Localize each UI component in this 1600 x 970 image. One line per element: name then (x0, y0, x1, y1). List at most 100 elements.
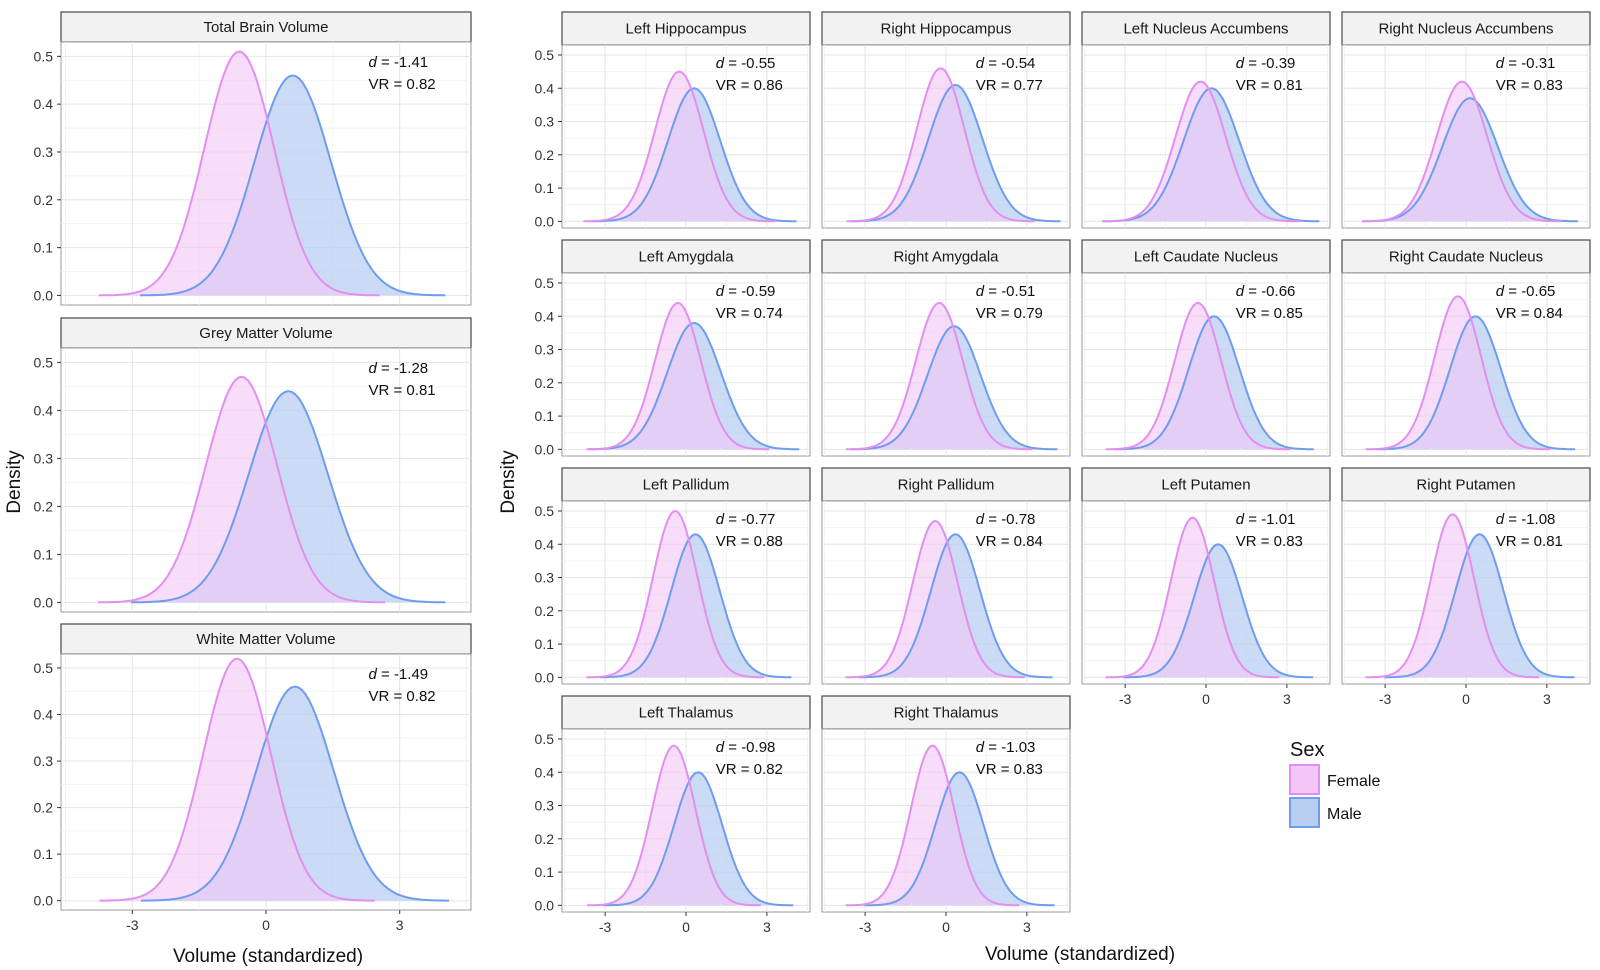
x-tick-label: 0 (1462, 691, 1470, 707)
female-density-fill-right-nucleus-accumbens (1362, 81, 1562, 222)
cohens-d-grey-matter-volume: d = -1.28 (369, 360, 429, 377)
facet-left-thalamus: Left Thalamus d = -0.98 VR = 0.82 0.0 0.1 0.2… (535, 695, 811, 935)
female-density-line-right-nucleus-accumbens (1362, 80, 1562, 223)
cohens-d-left-caudate-nucleus: d = -0.66 (1236, 283, 1296, 300)
facet-left-nucleus-accumbens: Left Nucleus Accumbens d = -0.39 VR = 0.81 (1081, 11, 1331, 229)
y-tick-label: 0.0 (535, 441, 555, 457)
legend-key-male (1289, 797, 1320, 828)
female-density-line-white-matter-volume (99, 657, 375, 902)
male-density-line-left-caudate-nucleus (1114, 315, 1314, 451)
strip-label-right-putamen: Right Putamen (1416, 477, 1515, 494)
y-tick-label: 0.1 (535, 636, 555, 652)
female-density-fill-left-amygdala (586, 302, 770, 450)
y-tick-label: 0.3 (34, 450, 54, 466)
cohens-d-right-hippocampus: d = -0.54 (976, 55, 1036, 72)
cohens-d-left-amygdala: d = -0.59 (716, 283, 776, 300)
strip-left-caudate-nucleus (1081, 239, 1331, 274)
cohens-d-right-amygdala: d = -0.51 (976, 283, 1036, 300)
y-tick-label: 0.1 (535, 180, 555, 196)
y-tick-label: 0.5 (535, 47, 555, 63)
cohens-d-left-nucleus-accumbens: d = -0.39 (1236, 55, 1296, 72)
strip-white-matter-volume (60, 623, 472, 655)
y-tick-label: 0.4 (535, 764, 555, 780)
female-density-line-left-amygdala (586, 301, 770, 451)
female-density-line-left-hippocampus (583, 70, 776, 223)
cohens-d-left-thalamus: d = -0.98 (716, 739, 776, 756)
y-axis-title-right: Density (498, 450, 519, 514)
x-axis-title-left: Volume (standardized) (173, 946, 363, 967)
variance-ratio-left-caudate-nucleus: VR = 0.85 (1236, 305, 1303, 322)
x-tick-label: 0 (682, 919, 690, 935)
female-density-line-left-thalamus (587, 744, 761, 907)
variance-ratio-left-putamen: VR = 0.83 (1236, 533, 1303, 550)
x-tick-label: 3 (1023, 919, 1031, 935)
x-tick-label: 3 (1283, 691, 1291, 707)
female-density-fill-right-pallidum (845, 521, 1025, 678)
female-density-fill-left-nucleus-accumbens (1101, 81, 1300, 222)
strip-label-total-brain-volume: Total Brain Volume (203, 19, 328, 36)
variance-ratio-right-caudate-nucleus: VR = 0.84 (1496, 305, 1563, 322)
cohens-d-right-caudate-nucleus: d = -0.65 (1496, 283, 1556, 300)
facet-left-pallidum: Left Pallidum d = -0.77 VR = 0.88 0.0 0.1 0.2… (535, 467, 811, 685)
y-tick-label: 0.0 (535, 669, 555, 685)
y-tick-label: 0.3 (535, 570, 555, 586)
variance-ratio-right-putamen: VR = 0.81 (1496, 533, 1563, 550)
strip-label-left-pallidum: Left Pallidum (643, 477, 730, 494)
variance-ratio-white-matter-volume: VR = 0.82 (369, 688, 436, 705)
y-tick-label: 0.4 (535, 308, 555, 324)
legend-key-female (1289, 764, 1320, 795)
y-tick-label: 0.3 (34, 753, 54, 769)
variance-ratio-right-thalamus: VR = 0.83 (976, 761, 1043, 778)
male-density-line-right-nucleus-accumbens (1362, 97, 1578, 223)
male-density-line-grey-matter-volume (131, 390, 446, 604)
y-tick-label: 0.4 (34, 96, 54, 112)
strip-label-left-thalamus: Left Thalamus (639, 705, 734, 722)
variance-ratio-right-pallidum: VR = 0.84 (976, 533, 1043, 550)
cohens-d-total-brain-volume: d = -1.41 (369, 54, 429, 71)
female-density-fill-white-matter-volume (99, 658, 375, 901)
facet-right-putamen: Right Putamen d = -1.08 VR = 0.81 -3 0 3 (1341, 467, 1591, 707)
y-tick-label: 0.2 (535, 375, 555, 391)
male-density-line-right-caudate-nucleus (1375, 315, 1576, 451)
cohens-d-left-hippocampus: d = -0.55 (716, 55, 776, 72)
strip-left-thalamus (561, 695, 811, 730)
strip-right-nucleus-accumbens (1341, 11, 1591, 46)
male-density-line-left-nucleus-accumbens (1103, 87, 1320, 223)
male-density-line-white-matter-volume (140, 685, 450, 902)
facet-left-putamen: Left Putamen d = -1.01 VR = 0.83 -3 0 3 (1081, 467, 1331, 707)
y-tick-label: 0.0 (34, 594, 54, 610)
facet-left-hippocampus: Left Hippocampus d = -0.55 VR = 0.86 0.0 0.1… (535, 11, 811, 229)
female-density-fill-left-putamen (1105, 517, 1280, 678)
strip-right-amygdala (821, 239, 1071, 274)
legend-title: Sex (1290, 739, 1324, 761)
strip-grey-matter-volume (60, 317, 472, 349)
female-density-line-left-nucleus-accumbens (1101, 80, 1300, 223)
female-density-fill-grey-matter-volume (98, 376, 385, 603)
strip-label-left-putamen: Left Putamen (1161, 477, 1250, 494)
facet-right-thalamus: Right Thalamus d = -1.03 VR = 0.83 -3 0 3 (821, 695, 1071, 935)
facet-right-nucleus-accumbens: Right Nucleus Accumbens d = -0.31 VR = 0.8… (1341, 11, 1591, 229)
legend: Sex Female Male (1289, 739, 1380, 828)
variance-ratio-right-amygdala: VR = 0.79 (976, 305, 1043, 322)
y-tick-label: 0.0 (535, 213, 555, 229)
strip-label-left-caudate-nucleus: Left Caudate Nucleus (1134, 249, 1278, 266)
facet-right-hippocampus: Right Hippocampus d = -0.54 VR = 0.77 (821, 11, 1071, 229)
female-density-fill-right-putamen (1365, 514, 1540, 678)
x-tick-label: 3 (1543, 691, 1551, 707)
female-density-line-right-putamen (1365, 513, 1540, 679)
strip-total-brain-volume (60, 11, 472, 43)
male-density-line-left-thalamus (603, 771, 794, 907)
y-tick-label: 0.4 (34, 707, 54, 723)
y-tick-label: 0.3 (535, 114, 555, 130)
y-tick-label: 0.5 (34, 660, 54, 676)
cohens-d-left-pallidum: d = -0.77 (716, 511, 776, 528)
strip-left-pallidum (561, 467, 811, 502)
variance-ratio-left-hippocampus: VR = 0.86 (716, 77, 783, 94)
facet-right-pallidum: Right Pallidum d = -0.78 VR = 0.84 (821, 467, 1071, 685)
y-tick-label: 0.4 (34, 402, 54, 418)
y-tick-label: 0.3 (34, 144, 54, 160)
variance-ratio-total-brain-volume: VR = 0.82 (369, 76, 436, 93)
variance-ratio-left-amygdala: VR = 0.74 (716, 305, 783, 322)
y-tick-label: 0.2 (535, 603, 555, 619)
